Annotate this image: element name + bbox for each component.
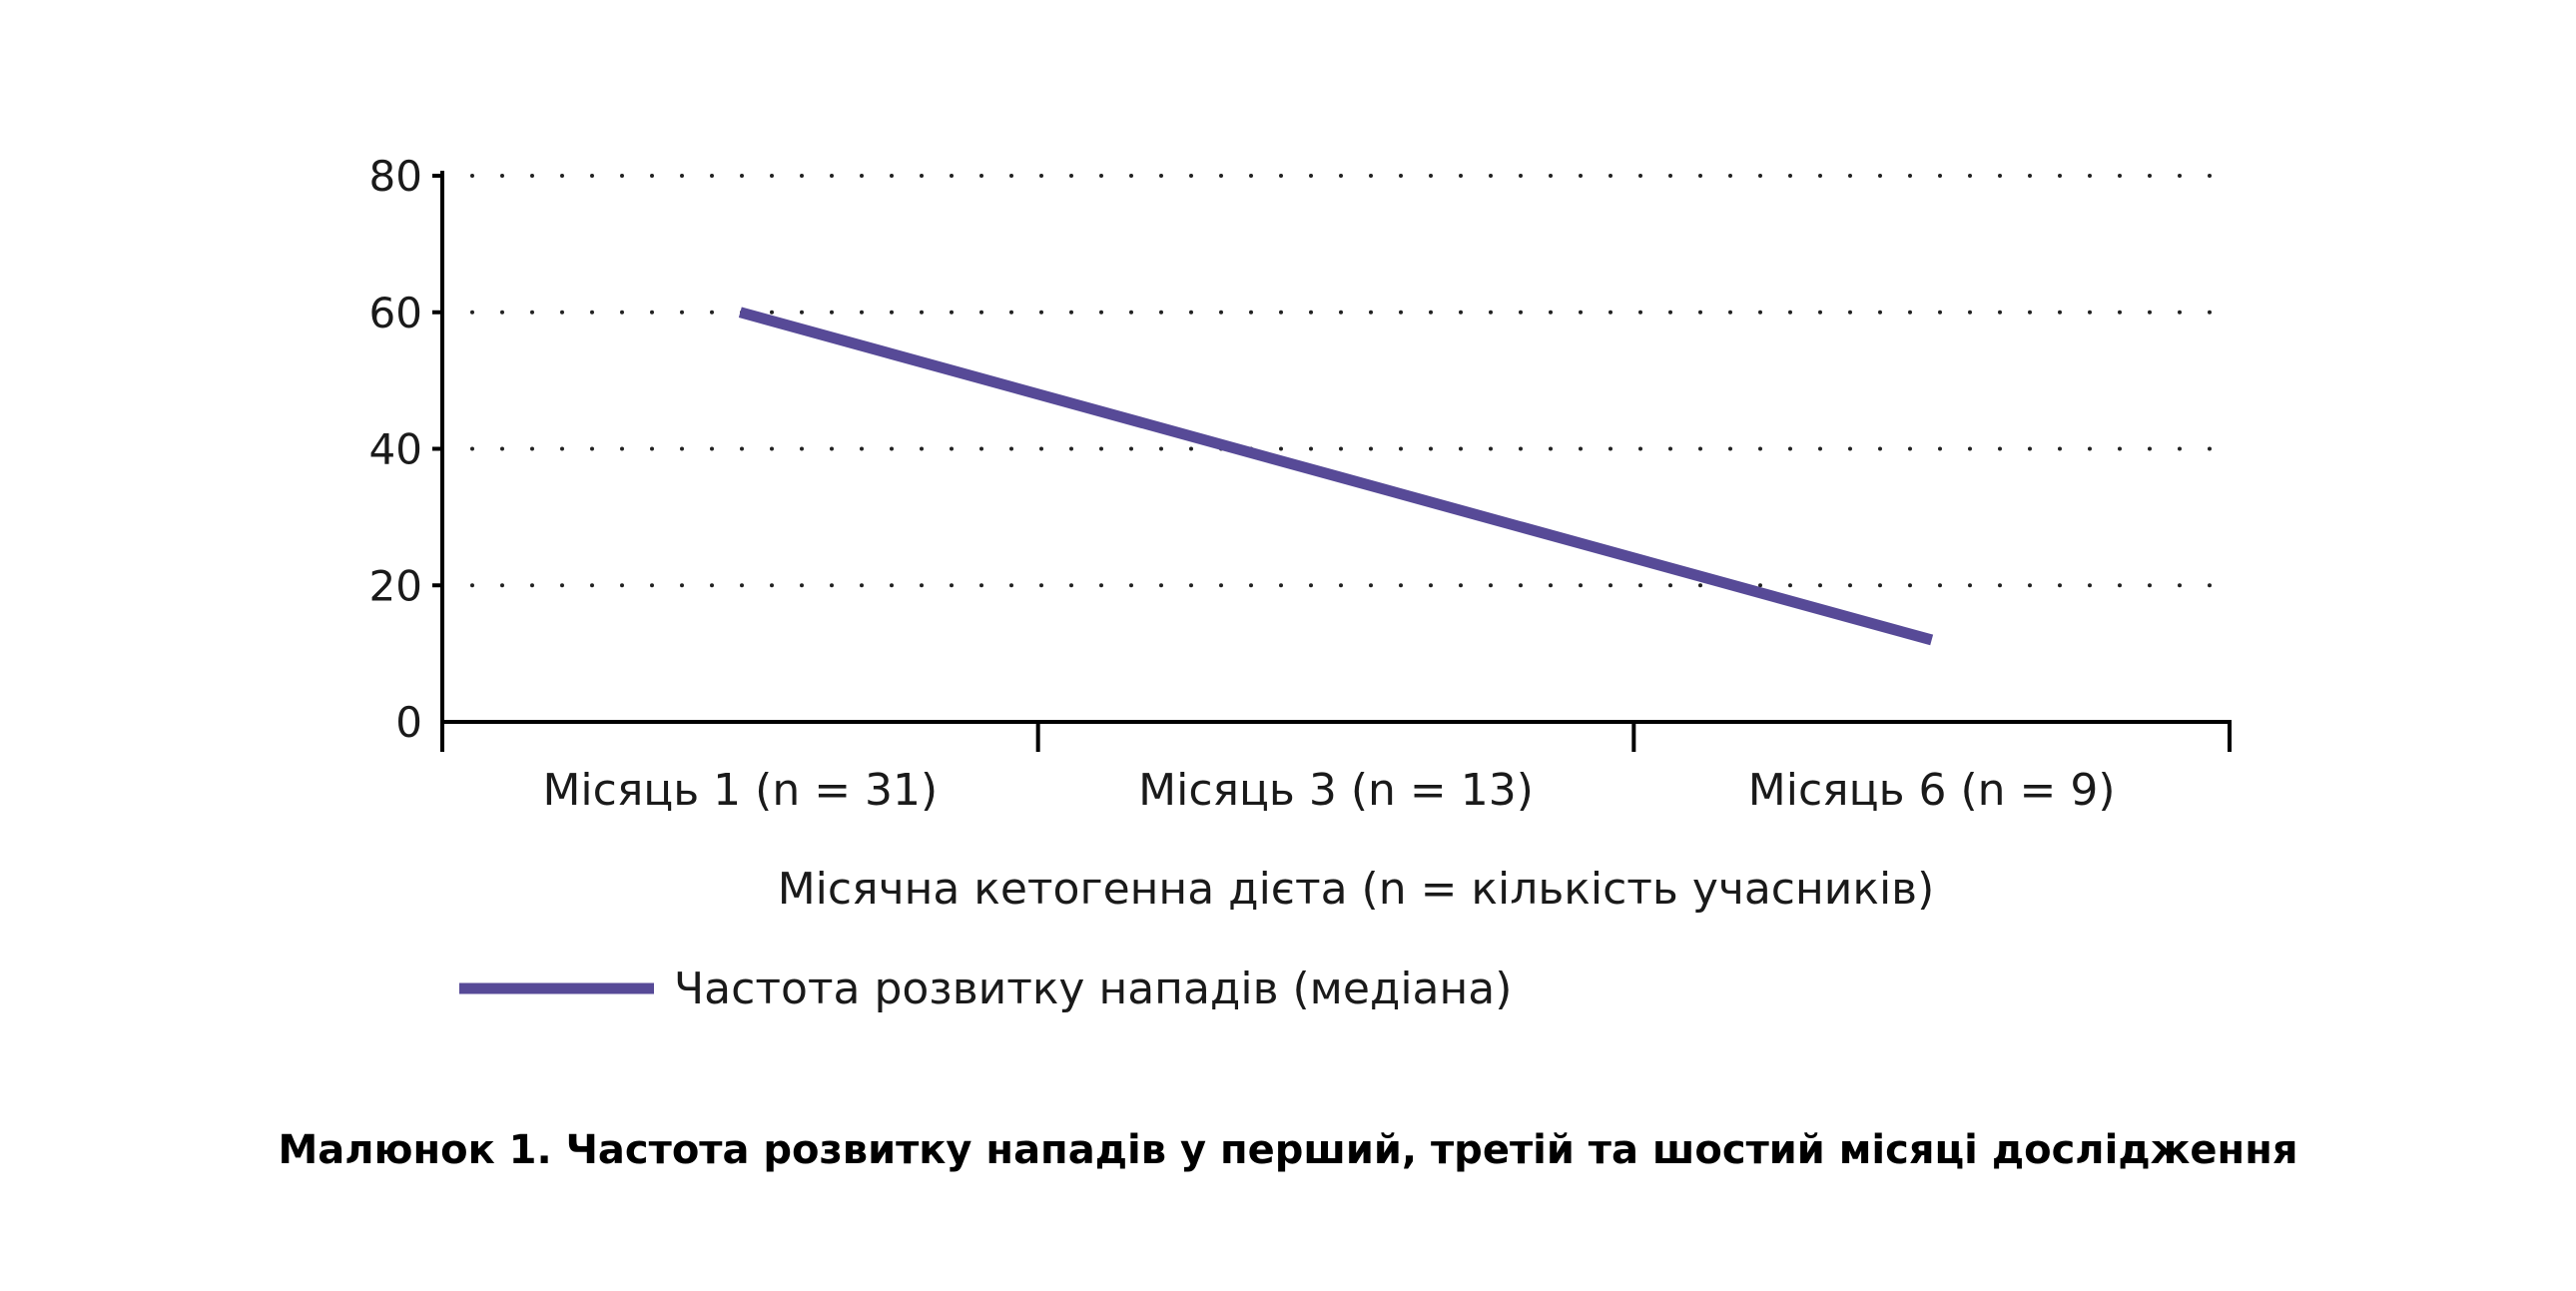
x-category-label: Місяць 1 (n = 31) bbox=[542, 765, 938, 816]
x-axis-categories: Місяць 1 (n = 31) Місяць 3 (n = 13) Місяць… bbox=[542, 765, 2115, 816]
figure-caption: Малюнок 1. Частота розвитку нападів у пе… bbox=[278, 1127, 2297, 1173]
legend-label: Частота розвитку нападів (медіана) bbox=[674, 964, 1512, 1014]
series-line bbox=[738, 307, 1934, 646]
x-category-label: Місяць 3 (n = 13) bbox=[1138, 765, 1534, 816]
y-tick-label: 0 bbox=[395, 698, 422, 747]
x-category-label: Місяць 6 (n = 9) bbox=[1748, 765, 2116, 816]
y-tick-label: 40 bbox=[369, 425, 422, 474]
grid-lines bbox=[470, 174, 2232, 588]
legend: Частота розвитку нападів (медіана) bbox=[459, 964, 1512, 1014]
x-axis-title: Місячна кетогенна дієта (n = кількість у… bbox=[778, 864, 1935, 915]
y-tick-label: 80 bbox=[369, 152, 422, 201]
series-lines bbox=[738, 307, 1934, 646]
y-tick-label: 60 bbox=[369, 289, 422, 337]
x-axis-ticks bbox=[1035, 722, 2232, 752]
y-axis-ticks: 0 20 40 60 80 bbox=[369, 152, 442, 747]
y-tick-label: 20 bbox=[369, 561, 422, 610]
